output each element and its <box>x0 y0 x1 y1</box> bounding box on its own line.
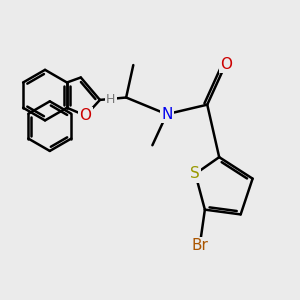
Text: O: O <box>220 57 232 72</box>
Text: Br: Br <box>192 238 208 253</box>
Text: N: N <box>161 107 172 122</box>
Text: S: S <box>190 167 200 182</box>
Text: H: H <box>106 93 116 106</box>
Text: O: O <box>80 108 92 123</box>
